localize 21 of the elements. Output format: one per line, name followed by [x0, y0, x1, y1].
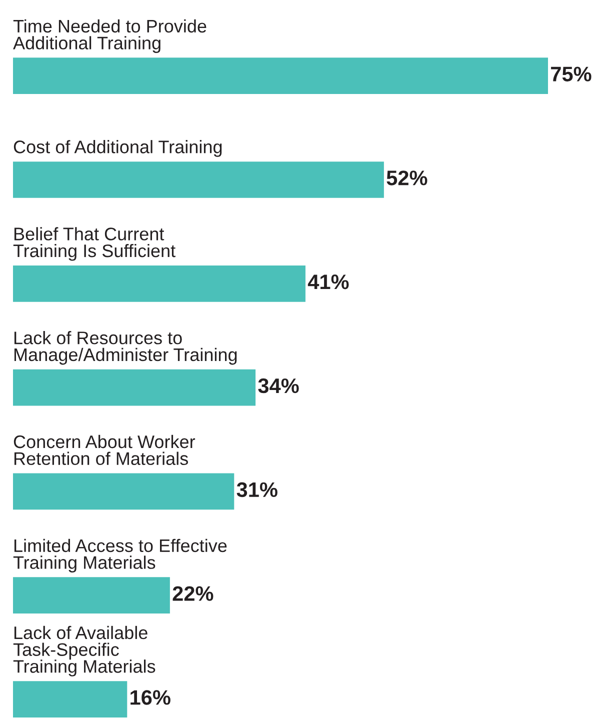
y-tick-label: Lack of Resources to Manage/Administer Training	[14, 331, 237, 365]
bar	[13, 162, 384, 198]
bar	[13, 473, 234, 510]
bar	[13, 681, 128, 718]
data-label: 22%	[172, 586, 214, 601]
data-label: 75%	[551, 66, 592, 82]
y-tick-label: Lack of Available Task-Specific Training Materials	[13, 626, 156, 676]
y-tick-label: Concern About Worker Retention of Materials	[14, 434, 196, 466]
bar	[13, 265, 306, 302]
bar	[13, 577, 170, 614]
bar	[13, 369, 256, 406]
y-tick-label: Cost of Additional Training	[14, 140, 222, 157]
y-tick-label: Belief That Current Training Is Sufficient	[13, 227, 176, 261]
data-label: 16%	[130, 690, 170, 705]
data-label: 34%	[258, 378, 299, 394]
y-tick-label: Time Needed to Provide Additional Training	[13, 19, 206, 53]
data-label: 41%	[308, 274, 349, 290]
data-label: 52%	[386, 170, 428, 186]
data-label: 31%	[236, 482, 278, 498]
bar	[13, 58, 548, 94]
y-tick-label: Limited Access to Effective Training Materials	[13, 538, 227, 572]
